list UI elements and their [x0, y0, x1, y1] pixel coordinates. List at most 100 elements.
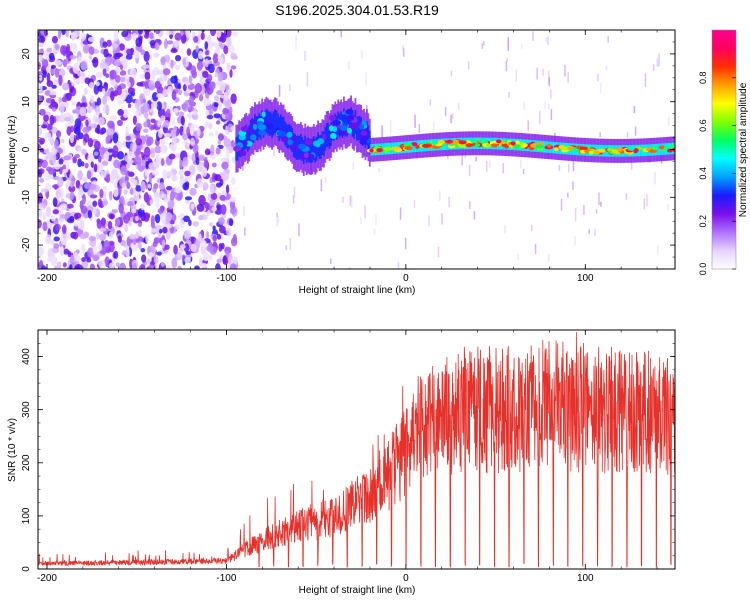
- colorbar-gradient: [712, 30, 736, 269]
- spectrogram-noise-cell: [229, 197, 237, 203]
- spectrogram-noise-cell: [179, 158, 183, 169]
- spectrogram-peak: [547, 143, 552, 148]
- spectrogram-noise-cell: [162, 68, 171, 76]
- spectrogram-noise-cell: [206, 114, 214, 120]
- snr-x-tick-label: -100: [216, 573, 236, 584]
- spectrogram-noise-cell: [58, 114, 66, 123]
- spectrogram-noise-cell: [133, 191, 140, 202]
- spectrogram-noise-cell: [143, 121, 148, 128]
- spectrogram-noise-cell: [52, 107, 57, 112]
- spectrogram-noise-cell: [80, 32, 86, 41]
- spectrogram-noise-cell: [121, 182, 126, 188]
- spectrogram-streak: [517, 253, 519, 261]
- spectrogram-noise-cell: [146, 136, 154, 146]
- spectrogram-noise-cell: [60, 45, 66, 55]
- spectrogram-peak: [258, 129, 267, 136]
- spectrogram-streak: [330, 258, 332, 264]
- spectrogram-noise-cell: [128, 234, 136, 240]
- spectrogram-noise-cell: [71, 82, 75, 87]
- spectrogram-noise-cell: [87, 153, 95, 164]
- spectrogram-y-tick-label: -10: [21, 190, 32, 205]
- spectrogram-noise-cell: [160, 262, 165, 267]
- spectrogram-noise-cell: [170, 141, 177, 152]
- spectrogram-peak: [441, 143, 448, 148]
- spectrogram-peak: [286, 131, 293, 138]
- spectrogram-noise-cell: [108, 213, 116, 220]
- spectrogram-streak: [355, 268, 358, 269]
- spectrogram-noise-cell: [139, 264, 145, 269]
- spectrogram-noise-cell: [122, 249, 128, 256]
- spectrogram-noise-cell: [185, 250, 192, 255]
- spectrogram-noise-cell: [198, 215, 204, 221]
- spectrogram-noise-cell: [85, 119, 89, 127]
- spectrogram-noise-cell: [140, 203, 145, 211]
- spectrogram-band-core: [327, 122, 330, 147]
- spectrogram-noise-cell: [198, 257, 203, 267]
- spectrogram-noise-cell: [95, 71, 104, 78]
- spectrogram-noise-cell: [176, 196, 182, 201]
- spectrogram-streak: [599, 132, 601, 138]
- spectrogram-frame: [37, 29, 676, 270]
- spectrogram-noise-cell: [156, 251, 162, 256]
- spectrogram-noise-cell: [97, 242, 103, 252]
- spectrogram-peak: [633, 148, 639, 153]
- spectrogram-noise-cell: [79, 106, 87, 117]
- spectrogram-noise-cell: [203, 159, 209, 169]
- spectrogram-noise-cell: [208, 254, 213, 261]
- spectrogram-streak: [289, 84, 291, 92]
- spectrogram-noise-cell: [39, 148, 45, 153]
- spectrogram-streak: [473, 211, 476, 220]
- spectrogram-noise-cell: [124, 155, 129, 162]
- spectrogram-noise-cell: [99, 188, 104, 199]
- spectrogram-noise-cell: [204, 148, 211, 156]
- spectrogram-noise-cell: [146, 213, 151, 219]
- spectrogram-noise-cell: [158, 228, 163, 234]
- spectrogram-noise-cell: [220, 157, 229, 163]
- spectrogram-noise-cell: [154, 145, 162, 154]
- spectrogram-noise-cell: [77, 71, 85, 77]
- spectrogram-noise-cell: [133, 155, 142, 165]
- snr-y-tick-label: 0: [21, 566, 32, 572]
- spectrogram-streak: [451, 113, 454, 119]
- spectrogram-peak: [513, 144, 521, 149]
- spectrogram-noise-cell: [153, 256, 159, 265]
- spectrogram-noise-cell: [179, 219, 185, 229]
- spectrogram-streak: [293, 186, 296, 198]
- spectrogram-peak: [627, 146, 635, 151]
- spectrogram-noise-cell: [160, 193, 165, 199]
- spectrogram-noise-cell: [232, 233, 237, 244]
- spectrogram-peak: [304, 139, 313, 146]
- spectrogram-noise-cell: [108, 240, 115, 246]
- spectrogram-noise-cell: [100, 170, 107, 179]
- spectrogram-streak: [397, 262, 400, 269]
- spectrogram-peak: [276, 130, 286, 137]
- spectrogram-noise-cell: [63, 112, 72, 118]
- spectrogram-noise-cell: [160, 115, 166, 122]
- spectrogram-streak: [550, 109, 553, 121]
- spectrogram-noise-cell: [156, 69, 164, 75]
- spectrogram-noise-cell: [198, 154, 205, 161]
- spectrogram-streak: [534, 243, 537, 254]
- spectrogram-noise-cell: [230, 52, 237, 60]
- spectrogram-streak: [595, 209, 598, 214]
- spectrogram-noise-cell: [140, 106, 146, 115]
- spectrogram-peak: [322, 134, 327, 141]
- spectrogram-noise-cell: [189, 187, 197, 196]
- spectrogram-noise-cell: [81, 243, 85, 254]
- spectrogram-noise-cell: [157, 120, 161, 128]
- spectrogram-noise-cell: [73, 221, 80, 227]
- spectrogram-noise-cell: [81, 148, 87, 156]
- spectrogram-noise-cell: [84, 162, 89, 169]
- snr-x-tick-label: 0: [403, 573, 409, 584]
- spectrogram-peak: [338, 130, 346, 137]
- spectrogram-noise-cell: [180, 115, 185, 126]
- spectrogram-streak: [634, 126, 637, 136]
- spectrogram-noise-cell: [184, 196, 193, 201]
- spectrogram-peak: [558, 144, 565, 149]
- spectrogram-noise-cell: [160, 158, 165, 167]
- spectrogram-noise-cell: [152, 91, 159, 102]
- spectrogram-noise-cell: [89, 263, 96, 269]
- spectrogram-noise-cell: [99, 62, 108, 69]
- spectrogram-noise-cell: [41, 124, 48, 129]
- spectrogram-noise-cell: [57, 30, 62, 40]
